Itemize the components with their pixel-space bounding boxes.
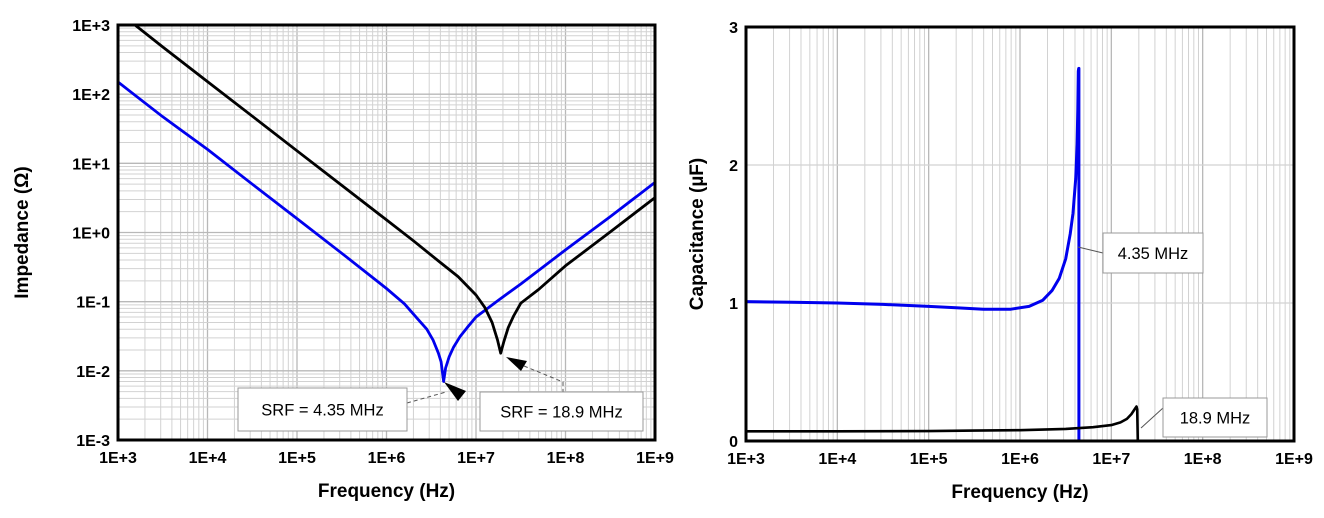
x-tick-label: 1E+7 xyxy=(1092,451,1130,468)
y-tick-label: 1 xyxy=(729,296,738,313)
annotation-box xyxy=(479,391,644,432)
capacitance-vs-frequency-svg: 4.35 MHz 18.9 MHz 1E+3 1E+4 1E+5 1E+6 1E+7 1E+8… xyxy=(687,20,1313,503)
annotation-box xyxy=(237,387,408,432)
annotation-box xyxy=(1102,232,1204,274)
plot-border xyxy=(744,25,1296,443)
x-tick-label: 1E+4 xyxy=(818,451,856,468)
y-tick-label: 1E+2 xyxy=(72,87,110,104)
annotation-leader-line xyxy=(523,365,564,392)
x-axis-title: Frequency (Hz) xyxy=(951,482,1088,503)
y-tick-label: 1E+0 xyxy=(72,226,110,243)
series-capacitor-srf-18.9MHz xyxy=(746,405,1140,441)
x-tick-label: 1E+6 xyxy=(1001,451,1039,468)
y-tick-label: 1E-3 xyxy=(76,433,110,450)
annotation-label: 4.35 MHz xyxy=(1118,245,1189,263)
x-tick-label: 1E+4 xyxy=(189,450,227,467)
impedance-chart: SRF = 4.35 MHz SRF = 18.9 MHz 1E+3 1E+4 1E+5… xyxy=(12,18,674,502)
annotation-leader-line xyxy=(1140,407,1164,429)
y-tick-label: 1E-2 xyxy=(76,364,110,381)
x-axis-tick-labels: 1E+3 1E+4 1E+5 1E+6 1E+7 1E+8 1E+9 xyxy=(727,451,1313,468)
x-tick-label: 1E+7 xyxy=(457,450,495,467)
y-axis-tick-labels: 3 2 1 0 xyxy=(729,20,738,451)
annotation-srf-18.9-mhz: SRF = 18.9 MHz xyxy=(479,357,644,432)
impedance-vs-frequency-svg: SRF = 4.35 MHz SRF = 18.9 MHz 1E+3 1E+4 1E+5… xyxy=(12,18,674,502)
y-axis-tick-labels: 1E+3 1E+2 1E+1 1E+0 1E-1 1E-2 1E-3 xyxy=(72,18,110,450)
annotation-arrowhead xyxy=(444,382,466,401)
y-tick-label: 3 xyxy=(729,20,738,37)
annotation-arrowhead xyxy=(506,357,527,371)
annotation-4.35-mhz: 4.35 MHz xyxy=(1077,232,1204,274)
x-axis-title: Frequency (Hz) xyxy=(318,481,455,502)
y-tick-label: 2 xyxy=(729,158,738,175)
x-tick-label: 1E+6 xyxy=(368,450,406,467)
series-capacitor-srf-4.35MHz xyxy=(118,80,655,383)
x-tick-label: 1E+9 xyxy=(636,450,674,467)
x-axis-tick-labels: 1E+3 1E+4 1E+5 1E+6 1E+7 1E+8 1E+9 xyxy=(99,450,674,467)
series-group xyxy=(118,25,655,383)
annotation-label: 18.9 MHz xyxy=(1180,410,1251,428)
x-tick-label: 1E+3 xyxy=(727,451,765,468)
annotation-box xyxy=(1162,397,1268,438)
x-tick-label: 1E+8 xyxy=(1184,451,1222,468)
series-group xyxy=(746,66,1140,441)
series-capacitor-srf-4.35MHz xyxy=(746,66,1081,441)
series-capacitor-srf-18.9MHz xyxy=(133,25,655,355)
annotation-leader-line xyxy=(1077,246,1104,254)
capacitance-chart: 4.35 MHz 18.9 MHz 1E+3 1E+4 1E+5 1E+6 1E+7 1E+8… xyxy=(680,0,1324,518)
gridlines xyxy=(746,27,1294,441)
y-tick-label: 1E+3 xyxy=(72,18,110,35)
y-tick-label: 1E+1 xyxy=(72,156,110,173)
y-axis-title: Capacitance (µF) xyxy=(687,158,708,310)
annotation-18.9-mhz: 18.9 MHz xyxy=(1140,397,1268,438)
plot-border xyxy=(116,23,657,442)
x-tick-label: 1E+5 xyxy=(910,451,948,468)
x-tick-label: 1E+5 xyxy=(278,450,316,467)
x-tick-label: 1E+3 xyxy=(99,450,137,467)
y-tick-label: 0 xyxy=(729,434,738,451)
annotation-label: SRF = 4.35 MHz xyxy=(261,402,383,420)
y-tick-label: 1E-1 xyxy=(76,295,110,312)
gridlines xyxy=(118,25,655,440)
x-tick-label: 1E+9 xyxy=(1275,451,1313,468)
annotation-label: SRF = 18.9 MHz xyxy=(500,404,622,422)
y-axis-title: Impedance (Ω) xyxy=(12,166,33,298)
annotation-srf-4.35-mhz: SRF = 4.35 MHz xyxy=(237,382,466,432)
x-tick-label: 1E+8 xyxy=(547,450,585,467)
